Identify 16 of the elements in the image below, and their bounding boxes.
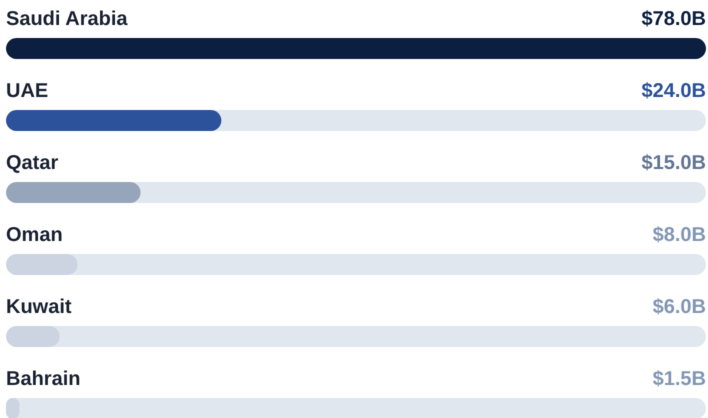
y-tick-label: UAE [6,80,48,102]
data-label: $78.0B [642,8,706,30]
data-label: $6.0B [652,296,706,318]
bar [6,38,706,59]
y-tick-label: Oman [6,224,63,246]
bar [6,182,141,203]
data-label: $8.0B [652,224,706,246]
bar [6,254,78,275]
y-tick-label: Bahrain [6,368,80,390]
data-label: $24.0B [642,80,706,102]
y-tick-label: Saudi Arabia [6,8,128,30]
data-label: $15.0B [642,152,706,174]
bar [6,326,60,347]
y-tick-label: Qatar [6,152,58,174]
data-label: $1.5B [652,368,706,390]
y-tick-label: Kuwait [6,296,72,318]
